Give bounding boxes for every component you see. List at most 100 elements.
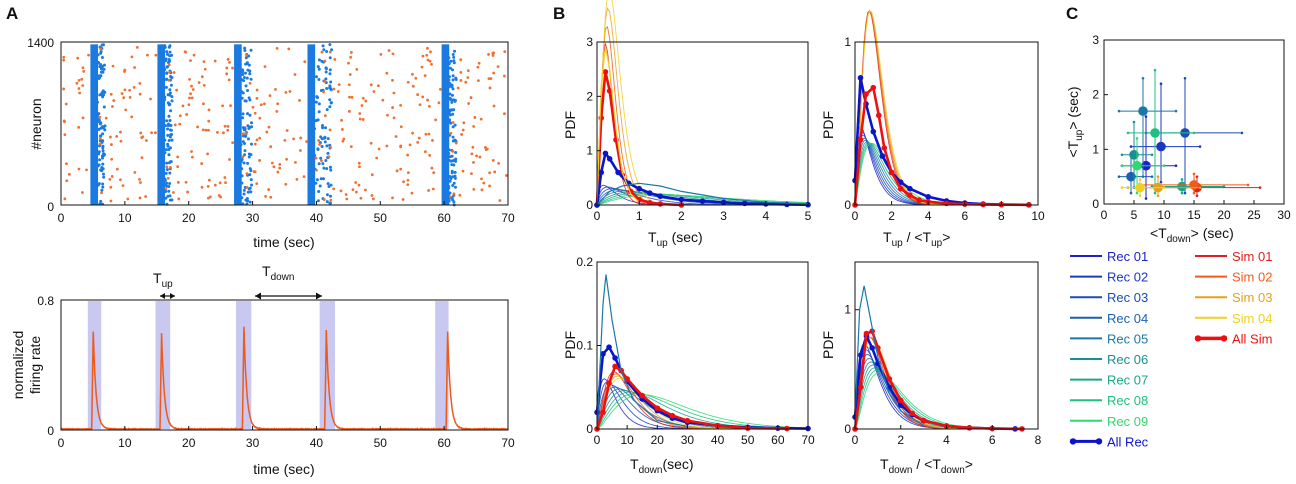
up-spike: [325, 144, 329, 148]
scatter-errcap: [1117, 109, 1121, 113]
pdf-series-point: [612, 355, 618, 361]
down-spike: [482, 181, 486, 185]
up-spike: [448, 118, 452, 122]
down-spike: [354, 181, 358, 184]
up-spike: [163, 95, 167, 99]
up-spike: [317, 162, 321, 166]
down-spike: [81, 66, 85, 70]
down-spike: [154, 131, 157, 135]
down-spike: [339, 189, 343, 193]
pdf-xtick-label: 70: [801, 433, 815, 447]
pdf-sim-curve: [596, 26, 808, 206]
up-spike: [163, 151, 167, 155]
pdf-sim-curve: [854, 10, 1038, 206]
scatter-errcap: [1183, 191, 1187, 195]
up-spike: [246, 137, 250, 141]
pdf-ytick-label: 0.2: [576, 255, 593, 269]
pdf-series-point: [907, 192, 913, 199]
down-spike: [186, 190, 189, 194]
down-spike: [164, 187, 168, 191]
up-spike: [316, 199, 320, 203]
up-state-band: [307, 44, 316, 206]
down-spike: [228, 60, 231, 64]
down-spike: [120, 92, 124, 95]
down-spike: [358, 112, 362, 115]
up-spike: [314, 100, 318, 104]
rate-xtick-label: 20: [182, 436, 196, 450]
down-spike: [472, 125, 476, 128]
pdf-series-point: [602, 150, 609, 157]
up-spike: [322, 166, 326, 170]
up-spike: [248, 113, 252, 117]
scatter-errcap: [1135, 137, 1139, 140]
scatter-xtick-label: 30: [1277, 208, 1291, 222]
pdf-ytick-label: 1: [844, 303, 851, 317]
up-spike: [314, 119, 318, 123]
up-spike: [163, 178, 167, 182]
down-spike: [189, 92, 192, 96]
scatter-errcap: [1144, 197, 1148, 200]
down-spike: [263, 65, 267, 69]
down-spike: [439, 87, 442, 91]
down-spike: [349, 145, 353, 149]
up-spike: [249, 121, 253, 125]
down-spike: [165, 165, 169, 169]
up-spike: [326, 151, 330, 155]
down-spike: [108, 135, 112, 139]
up-spike: [249, 190, 253, 194]
up-state-band: [157, 44, 166, 206]
up-spike: [103, 124, 107, 128]
up-spike: [242, 188, 246, 192]
up-spike: [449, 121, 453, 125]
scatter-tup-tdown: 0 5 10 15 20 25 30 0 1 2 3: [1092, 33, 1291, 222]
down-spike: [469, 96, 473, 99]
pdf-series-point: [600, 409, 606, 416]
down-spike: [493, 170, 497, 174]
down-spike: [431, 139, 434, 142]
down-spike: [202, 83, 206, 87]
up-spike: [330, 48, 334, 52]
up-spike: [246, 161, 250, 165]
down-spike: [87, 53, 90, 57]
legend-label-rec-1: Rec 02: [1107, 270, 1148, 285]
down-spike: [498, 199, 502, 202]
panel-label-b: B: [553, 4, 565, 23]
pdf-series-point: [598, 115, 605, 121]
scatter-errcap: [1195, 194, 1199, 198]
up-spike: [100, 140, 104, 144]
pdf-series-point: [657, 201, 664, 207]
pdf-ytick-label: 0: [844, 198, 851, 212]
down-spike: [359, 196, 363, 200]
up-spike: [314, 181, 318, 185]
down-spike: [133, 170, 137, 174]
up-spike: [451, 175, 455, 179]
scatter-xtick-label: 15: [1187, 208, 1201, 222]
up-spike: [447, 185, 451, 189]
legend-label-sim-2: Sim 03: [1232, 290, 1272, 305]
up-spike: [317, 102, 321, 106]
down-spike: [406, 171, 410, 174]
up-spike: [169, 109, 173, 113]
down-spike: [109, 199, 113, 203]
down-spike: [124, 108, 128, 112]
rate-xtick-label: 0: [58, 436, 65, 450]
pdf-xtick-label: 8: [1035, 433, 1042, 447]
up-spike: [168, 50, 172, 54]
scatter-errcap: [1159, 180, 1163, 184]
pdf-xtick-label: 2: [897, 433, 904, 447]
down-spike: [348, 95, 351, 99]
down-spike: [130, 55, 134, 59]
up-spike: [167, 103, 171, 107]
pdf-tdown-norm: 0 2 4 6 8 0 1: [844, 261, 1042, 447]
up-spike: [96, 183, 100, 187]
up-spike: [102, 67, 106, 71]
down-spike: [138, 177, 141, 181]
pdf-tup-norm: 0 2 4 6 8 10 0 1: [844, 9, 1045, 223]
up-spike: [328, 201, 332, 205]
up-spike: [319, 156, 323, 160]
down-spike: [191, 155, 194, 159]
down-spike: [224, 181, 227, 185]
down-spike: [191, 88, 195, 91]
tdown-annotation: Tdown: [262, 263, 294, 283]
down-spike: [82, 70, 86, 73]
